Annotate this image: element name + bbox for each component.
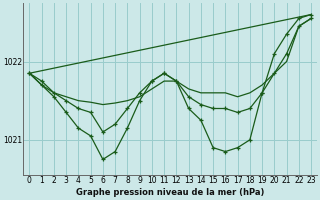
X-axis label: Graphe pression niveau de la mer (hPa): Graphe pression niveau de la mer (hPa) [76,188,264,197]
